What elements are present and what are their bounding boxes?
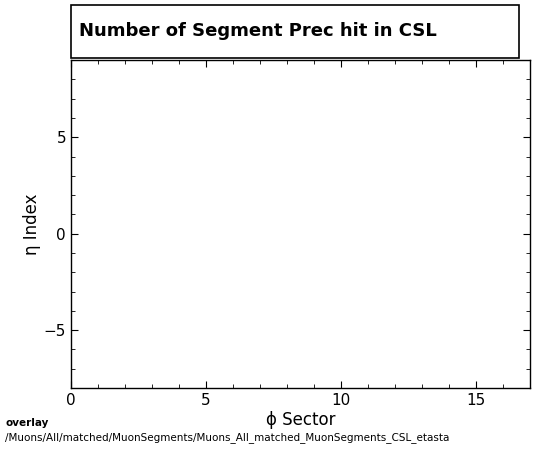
Text: /Muons/All/matched/MuonSegments/Muons_All_matched_MuonSegments_CSL_etasta: /Muons/All/matched/MuonSegments/Muons_Al… xyxy=(5,432,450,443)
X-axis label: ϕ Sector: ϕ Sector xyxy=(265,411,335,429)
Y-axis label: η Index: η Index xyxy=(23,193,41,255)
Text: overlay: overlay xyxy=(5,418,49,428)
Text: Number of Segment Prec hit in CSL: Number of Segment Prec hit in CSL xyxy=(79,22,437,40)
